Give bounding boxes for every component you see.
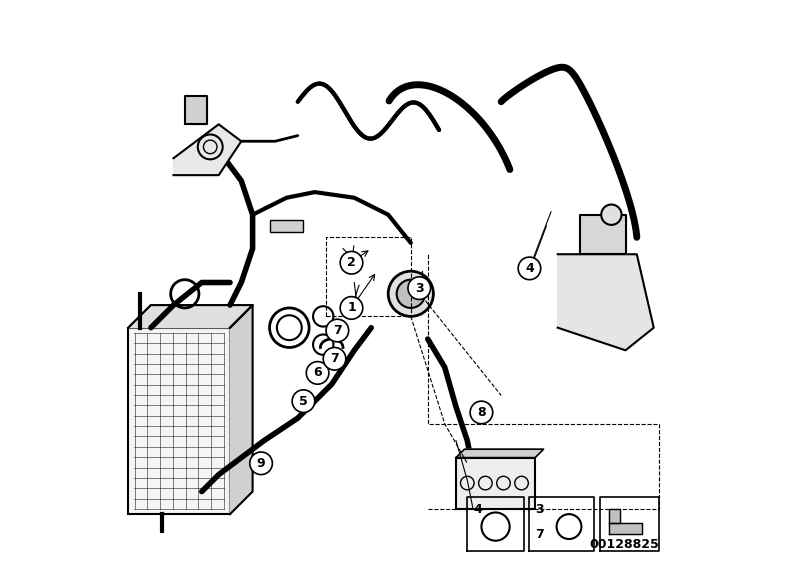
Polygon shape <box>230 305 252 514</box>
Polygon shape <box>456 449 543 458</box>
Bar <box>129 328 230 514</box>
Circle shape <box>326 319 348 342</box>
Text: 5: 5 <box>299 394 308 408</box>
Text: 7: 7 <box>535 528 544 541</box>
Bar <box>456 458 535 508</box>
Text: 00128825: 00128825 <box>590 538 659 551</box>
Circle shape <box>388 271 433 316</box>
Text: 7: 7 <box>330 352 339 366</box>
Circle shape <box>396 280 425 308</box>
Circle shape <box>518 257 541 280</box>
Text: 1: 1 <box>347 301 356 315</box>
Text: 6: 6 <box>313 366 322 380</box>
Text: 8: 8 <box>477 406 486 419</box>
Circle shape <box>292 390 315 412</box>
Text: 4: 4 <box>473 503 482 516</box>
Text: 4: 4 <box>525 262 534 275</box>
Circle shape <box>470 401 493 424</box>
Text: 3: 3 <box>415 281 423 295</box>
Bar <box>269 220 304 232</box>
Text: 9: 9 <box>256 457 265 470</box>
Polygon shape <box>580 215 626 254</box>
Polygon shape <box>173 124 241 175</box>
Circle shape <box>408 277 431 299</box>
Circle shape <box>340 297 363 319</box>
Polygon shape <box>129 305 252 328</box>
Polygon shape <box>609 523 642 534</box>
Polygon shape <box>609 508 620 523</box>
Polygon shape <box>558 254 654 350</box>
Circle shape <box>340 251 363 274</box>
Circle shape <box>324 347 346 370</box>
Text: 3: 3 <box>535 503 544 516</box>
Polygon shape <box>185 96 208 124</box>
Text: 7: 7 <box>333 324 342 337</box>
Text: 2: 2 <box>347 256 356 270</box>
Circle shape <box>601 205 622 225</box>
Circle shape <box>250 452 272 475</box>
Circle shape <box>306 362 329 384</box>
